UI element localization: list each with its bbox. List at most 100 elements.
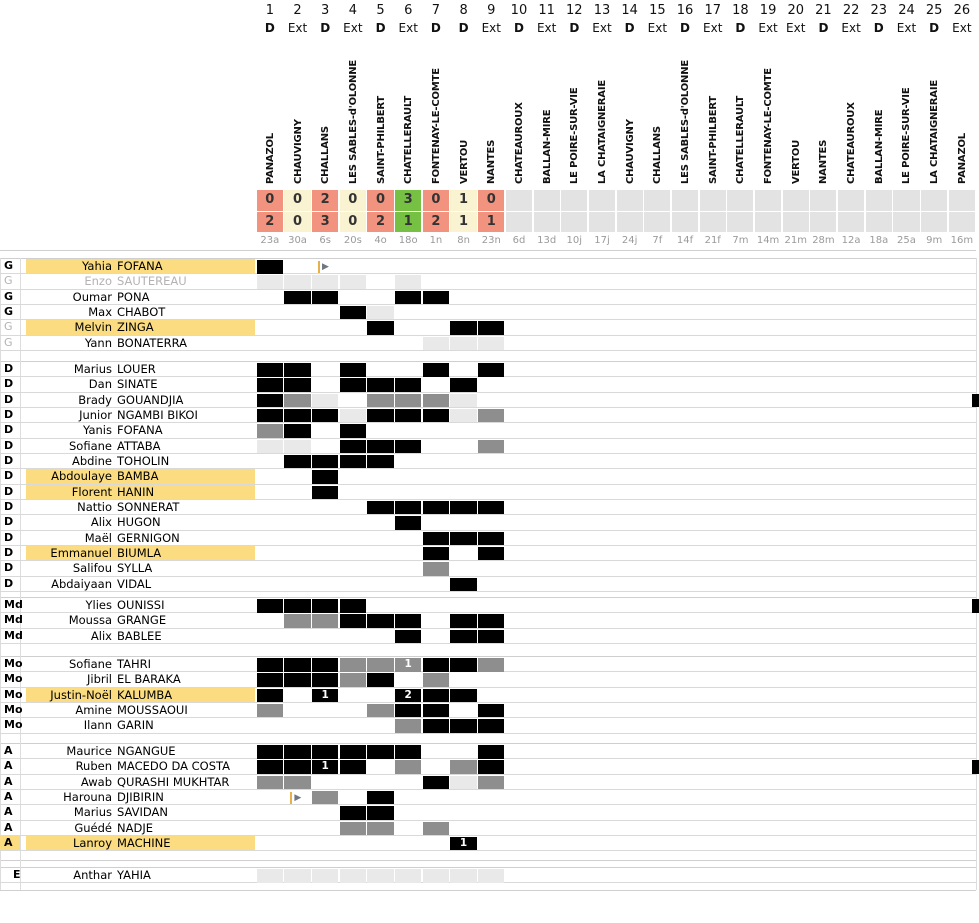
participation-cell[interactable]	[339, 806, 366, 820]
participation-cell[interactable]	[395, 500, 422, 515]
participation-cell[interactable]	[395, 760, 422, 774]
participation-cell[interactable]	[367, 703, 394, 718]
player-name-cell[interactable]: Maël GERNIGON	[26, 531, 255, 545]
participation-cell[interactable]	[256, 408, 283, 423]
player-name-cell[interactable]: Florent HANIN	[26, 484, 255, 499]
participation-cell[interactable]	[256, 775, 283, 790]
participation-cell[interactable]	[478, 745, 505, 759]
participation-cell[interactable]	[478, 629, 505, 644]
participation-cell[interactable]	[422, 658, 449, 672]
participation-cell[interactable]	[339, 821, 366, 836]
participation-cell[interactable]	[450, 775, 477, 790]
participation-cell[interactable]	[256, 378, 283, 392]
participation-cell[interactable]	[367, 408, 394, 423]
participation-cell[interactable]	[339, 408, 366, 423]
participation-cell-goal[interactable]: 1	[312, 688, 339, 703]
player-name-cell[interactable]: Marius LOUER	[26, 362, 255, 376]
participation-cell[interactable]	[367, 745, 394, 759]
participation-cell[interactable]	[339, 614, 366, 628]
participation-cell[interactable]	[284, 424, 311, 438]
participation-cell[interactable]	[312, 470, 339, 484]
participation-cell[interactable]	[312, 599, 339, 613]
player-name-cell[interactable]: Oumar PONA	[26, 290, 255, 304]
participation-cell[interactable]	[284, 454, 311, 469]
participation-cell[interactable]	[284, 658, 311, 672]
participation-cell[interactable]	[422, 562, 449, 576]
participation-cell[interactable]	[367, 500, 394, 515]
player-name-cell[interactable]: Junior NGAMBI BIKOI	[26, 408, 255, 422]
participation-cell[interactable]	[284, 439, 311, 454]
participation-cell[interactable]	[478, 719, 505, 733]
player-name-cell[interactable]: Yanis FOFANA	[26, 423, 255, 437]
participation-cell[interactable]	[422, 673, 449, 687]
participation-cell[interactable]	[450, 658, 477, 672]
player-name-cell[interactable]: Maurice NGANGUE	[26, 744, 255, 758]
player-name-cell[interactable]: Salifou SYLLA	[26, 561, 255, 575]
participation-cell[interactable]	[422, 775, 449, 790]
player-name-cell[interactable]: Lanroy MACHINE	[26, 835, 255, 851]
participation-cell[interactable]	[478, 869, 505, 883]
player-name-cell[interactable]: Sofiane ATTABA	[26, 439, 255, 453]
player-name-cell[interactable]: Yahia FOFANA	[26, 259, 255, 274]
participation-cell[interactable]	[256, 745, 283, 759]
participation-cell[interactable]	[450, 378, 477, 392]
participation-cell[interactable]	[339, 760, 366, 774]
participation-cell-goal[interactable]: 1	[450, 836, 477, 851]
player-name-cell[interactable]: Abdaiyaan VIDAL	[26, 577, 255, 591]
participation-cell[interactable]	[395, 745, 422, 759]
participation-cell[interactable]	[450, 531, 477, 546]
participation-cell[interactable]	[422, 821, 449, 836]
player-name-cell[interactable]: Harouna DJIBIRIN	[26, 790, 255, 804]
participation-cell[interactable]	[367, 454, 394, 469]
player-name-cell[interactable]: Anthar YAHIA	[26, 868, 255, 882]
participation-cell[interactable]	[478, 363, 505, 377]
participation-cell[interactable]	[339, 439, 366, 454]
participation-cell[interactable]	[367, 806, 394, 820]
participation-cell[interactable]	[312, 485, 339, 500]
participation-cell-goal[interactable]: 1	[395, 658, 422, 672]
participation-cell[interactable]	[256, 673, 283, 687]
participation-cell[interactable]	[450, 408, 477, 423]
participation-cell[interactable]	[339, 658, 366, 672]
participation-cell[interactable]	[478, 336, 505, 351]
participation-cell[interactable]	[422, 869, 449, 883]
participation-cell[interactable]	[312, 393, 339, 408]
participation-cell-goal[interactable]: 2	[395, 688, 422, 703]
participation-cell[interactable]	[395, 290, 422, 305]
player-name-cell[interactable]: Amine MOUSSAOUI	[26, 703, 255, 717]
participation-cell[interactable]	[367, 439, 394, 454]
participation-cell[interactable]	[284, 760, 311, 774]
participation-cell[interactable]	[367, 869, 394, 883]
participation-cell[interactable]	[312, 790, 339, 805]
player-name-cell[interactable]: Melvin ZINGA	[26, 320, 255, 335]
participation-cell[interactable]	[450, 688, 477, 703]
player-name-cell[interactable]: Max CHABOT	[26, 305, 255, 319]
participation-cell[interactable]	[256, 363, 283, 377]
player-name-cell[interactable]: Sofiane TAHRI	[26, 657, 255, 671]
participation-cell[interactable]	[256, 439, 283, 454]
participation-cell[interactable]	[422, 393, 449, 408]
player-name-cell[interactable]: Yann BONATERRA	[26, 336, 255, 350]
participation-cell[interactable]	[450, 500, 477, 515]
participation-cell[interactable]	[256, 260, 283, 274]
participation-cell[interactable]	[478, 775, 505, 790]
participation-cell[interactable]	[312, 275, 339, 289]
participation-cell[interactable]	[284, 614, 311, 628]
participation-cell[interactable]	[339, 745, 366, 759]
participation-cell[interactable]	[339, 869, 366, 883]
participation-cell[interactable]	[422, 546, 449, 561]
player-name-cell[interactable]: Enzo SAUTEREAU	[26, 274, 255, 288]
participation-cell[interactable]	[395, 393, 422, 408]
participation-cell[interactable]	[256, 869, 283, 883]
participation-cell[interactable]	[256, 393, 283, 408]
participation-cell[interactable]	[422, 408, 449, 423]
player-name-cell[interactable]: Brady GOUANDJIA	[26, 393, 255, 407]
participation-cell[interactable]	[422, 719, 449, 733]
participation-cell[interactable]	[256, 760, 283, 774]
participation-cell[interactable]	[367, 821, 394, 836]
participation-cell[interactable]	[450, 321, 477, 335]
participation-cell[interactable]	[367, 305, 394, 320]
participation-cell[interactable]	[478, 500, 505, 515]
participation-cell[interactable]	[367, 673, 394, 687]
participation-cell[interactable]	[284, 290, 311, 305]
